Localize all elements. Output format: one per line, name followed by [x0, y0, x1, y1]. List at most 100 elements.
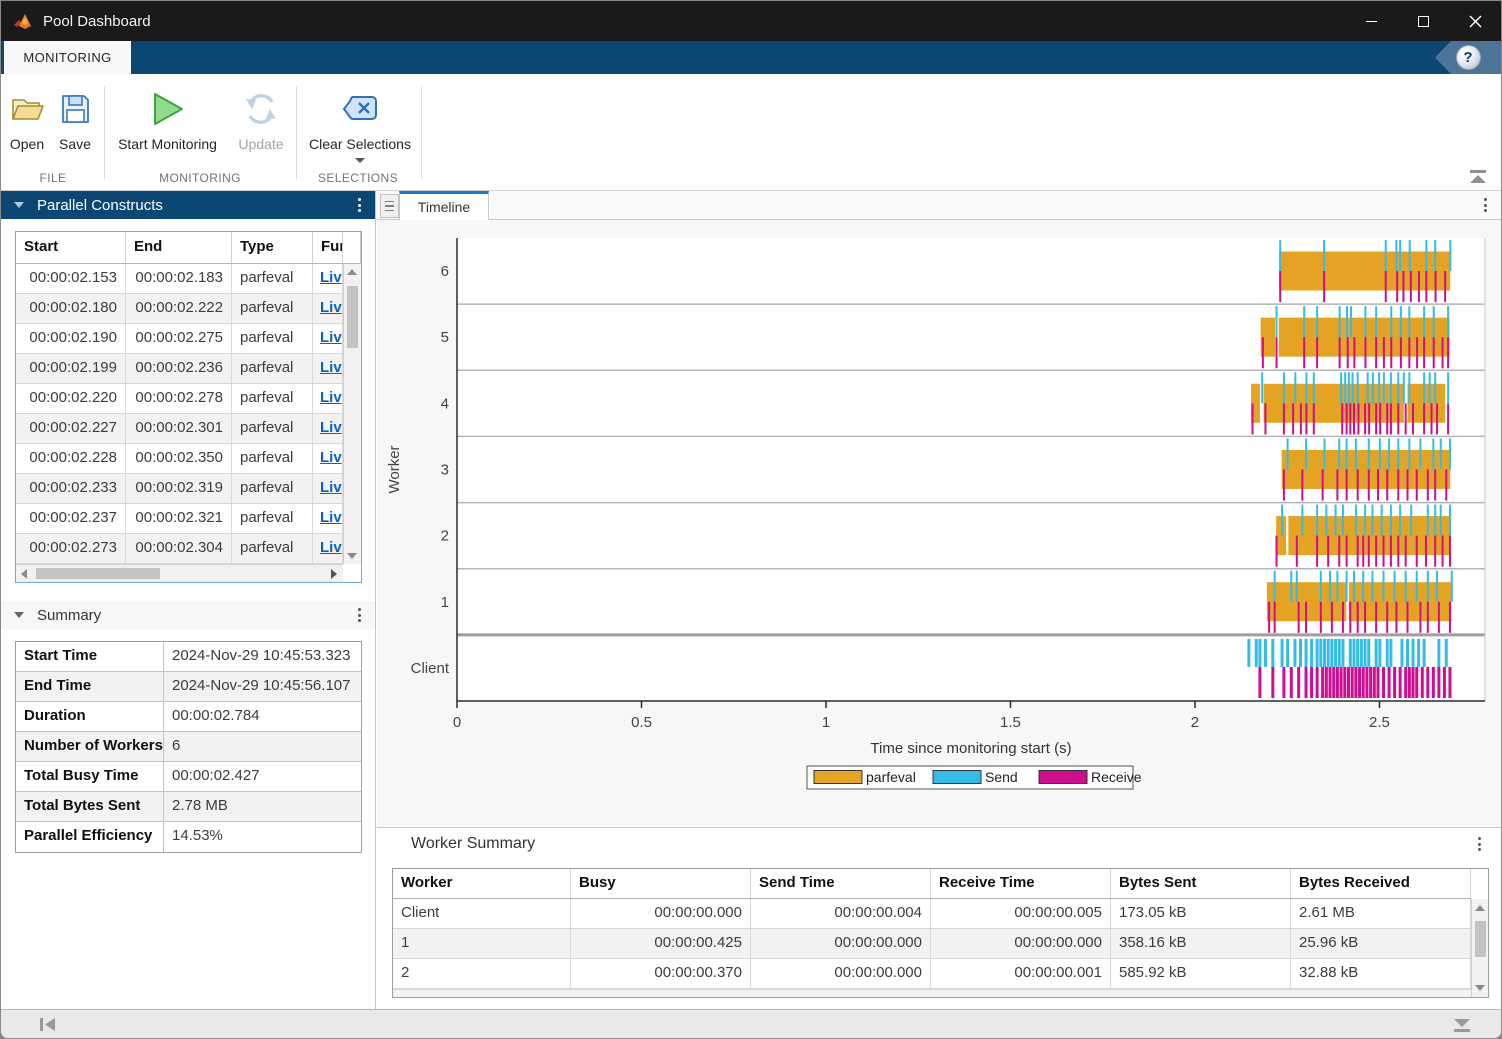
update-button: Update	[231, 86, 291, 152]
function-link[interactable]: Liv	[313, 479, 342, 496]
column-header-end[interactable]: End	[126, 232, 232, 264]
collapse-ribbon-icon[interactable]	[1467, 168, 1489, 191]
summary-value: 2024-Nov-29 10:45:53.323	[164, 642, 361, 671]
table-row[interactable]: 00:00:02.19900:00:02.236parfevalLiv	[16, 354, 343, 384]
close-icon	[1469, 15, 1482, 28]
column-header-fun[interactable]: Fun	[313, 232, 343, 264]
cell: 00:00:00.004	[751, 899, 931, 928]
parallel-constructs-header[interactable]: Parallel Constructs	[1, 191, 375, 219]
refresh-icon	[242, 86, 280, 132]
tab-monitoring[interactable]: MONITORING	[4, 41, 131, 74]
y-axis-label: Worker	[386, 445, 403, 493]
scroll-right-icon[interactable]	[331, 569, 337, 579]
help-button[interactable]: ?	[1456, 45, 1481, 70]
table-row[interactable]: 00:00:02.18000:00:02.222parfevalLiv	[16, 294, 343, 324]
column-header-busy[interactable]: Busy	[571, 869, 751, 898]
kebab-menu-icon[interactable]	[1484, 198, 1487, 212]
scrollbar-thumb[interactable]	[36, 568, 160, 579]
kebab-menu-icon[interactable]	[1478, 837, 1481, 851]
save-icon	[59, 86, 91, 132]
table-row[interactable]: 00:00:02.22700:00:02.301parfevalLiv	[16, 414, 343, 444]
cell-type: parfeval	[232, 504, 313, 533]
column-header-type[interactable]: Type	[232, 232, 313, 264]
function-link[interactable]: Liv	[313, 359, 342, 376]
scroll-down-icon[interactable]	[1475, 985, 1485, 991]
cell: 00:00:00.000	[571, 899, 751, 928]
collapse-bottom-panel-icon[interactable]	[1451, 1017, 1473, 1039]
function-link[interactable]: Liv	[313, 329, 342, 346]
function-link[interactable]: Liv	[313, 299, 342, 316]
collapse-panel-icon[interactable]	[14, 202, 24, 208]
scroll-down-icon[interactable]	[347, 553, 357, 559]
column-header-worker[interactable]: Worker	[393, 869, 571, 898]
scroll-up-icon[interactable]	[347, 269, 357, 275]
legend-label-send: Send	[985, 769, 1018, 785]
table-row[interactable]: 00:00:02.23700:00:02.321parfevalLiv	[16, 504, 343, 534]
cell-type: parfeval	[232, 324, 313, 353]
function-link[interactable]: Liv	[313, 269, 342, 286]
clear-selections-button[interactable]: Clear Selections	[306, 86, 414, 163]
column-header-spacer[interactable]	[343, 232, 361, 264]
tab-list-icon[interactable]	[380, 194, 399, 218]
save-button[interactable]: Save	[59, 86, 91, 152]
x-axis-label: Time since monitoring start (s)	[870, 740, 1071, 757]
table-row[interactable]: 00:00:02.22000:00:02.278parfevalLiv	[16, 384, 343, 414]
scroll-left-icon[interactable]	[21, 569, 27, 579]
summary-row: Total Busy Time00:00:02.427	[16, 762, 361, 792]
cell-fun: Liv	[313, 324, 343, 353]
kebab-menu-icon[interactable]	[358, 198, 361, 212]
table-row[interactable]: 00:00:02.15300:00:02.183parfevalLiv	[16, 264, 343, 294]
cell-type: parfeval	[232, 384, 313, 413]
scrollbar-thumb[interactable]	[347, 286, 358, 348]
y-tick-label: 2	[441, 528, 449, 545]
summary-label: End Time	[16, 672, 164, 701]
summary-header[interactable]: Summary	[1, 601, 375, 629]
column-header-bytes-received[interactable]: Bytes Received	[1291, 869, 1471, 898]
cell-end: 00:00:02.275	[126, 324, 232, 353]
function-link[interactable]: Liv	[313, 539, 342, 556]
maximize-button[interactable]	[1397, 1, 1449, 41]
parallel-constructs-table[interactable]: StartEndTypeFun00:00:02.15300:00:02.183p…	[15, 231, 362, 583]
table-row[interactable]: 100:00:00.42500:00:00.00000:00:00.000358…	[393, 929, 1471, 959]
cell-end: 00:00:02.304	[126, 534, 232, 563]
table-row[interactable]: 00:00:02.19000:00:02.275parfevalLiv	[16, 324, 343, 354]
table-row[interactable]: Client00:00:00.00000:00:00.00400:00:00.0…	[393, 899, 1471, 929]
summary-title: Summary	[37, 607, 101, 624]
function-link[interactable]: Liv	[313, 449, 342, 466]
timeline-chart[interactable]: 654321Client00.511.522.5Time since monit…	[377, 220, 1502, 817]
close-button[interactable]	[1449, 1, 1501, 41]
collapse-left-panel-icon[interactable]	[37, 1016, 59, 1038]
cell-type: parfeval	[232, 414, 313, 443]
column-header-bytes-sent[interactable]: Bytes Sent	[1111, 869, 1291, 898]
cell-type: parfeval	[232, 534, 313, 563]
horizontal-scrollbar[interactable]	[16, 564, 343, 582]
worker-summary-table[interactable]: WorkerBusySend TimeReceive TimeBytes Sen…	[392, 868, 1489, 998]
vertical-scrollbar[interactable]	[1471, 899, 1488, 997]
column-header-receive-time[interactable]: Receive Time	[931, 869, 1111, 898]
summary-value: 6	[164, 732, 361, 761]
open-button[interactable]: Open	[9, 86, 45, 152]
column-header-start[interactable]: Start	[16, 232, 126, 264]
summary-row: End Time2024-Nov-29 10:45:56.107	[16, 672, 361, 702]
minimize-button[interactable]	[1345, 1, 1397, 41]
function-link[interactable]: Liv	[313, 509, 342, 526]
folder-open-icon	[9, 86, 45, 132]
chevron-down-icon[interactable]	[355, 158, 365, 163]
start-monitoring-button[interactable]: Start Monitoring	[111, 86, 224, 152]
table-row[interactable]: 00:00:02.22800:00:02.350parfevalLiv	[16, 444, 343, 474]
table-row[interactable]: 200:00:00.37000:00:00.00000:00:00.001585…	[393, 959, 1471, 989]
column-header-send-time[interactable]: Send Time	[751, 869, 931, 898]
tab-timeline[interactable]: Timeline	[399, 191, 489, 220]
kebab-menu-icon[interactable]	[358, 608, 361, 622]
cell-fun: Liv	[313, 444, 343, 473]
clear-selections-icon	[340, 86, 380, 132]
table-row[interactable]: 00:00:02.27300:00:02.304parfevalLiv	[16, 534, 343, 564]
vertical-scrollbar[interactable]	[343, 264, 361, 564]
function-link[interactable]: Liv	[313, 389, 342, 406]
scrollbar-thumb[interactable]	[1475, 921, 1486, 957]
function-link[interactable]: Liv	[313, 419, 342, 436]
table-row[interactable]: 00:00:02.23300:00:02.319parfevalLiv	[16, 474, 343, 504]
collapse-panel-icon[interactable]	[14, 612, 24, 618]
scroll-up-icon[interactable]	[1475, 905, 1485, 911]
matlab-logo-icon	[13, 12, 33, 30]
